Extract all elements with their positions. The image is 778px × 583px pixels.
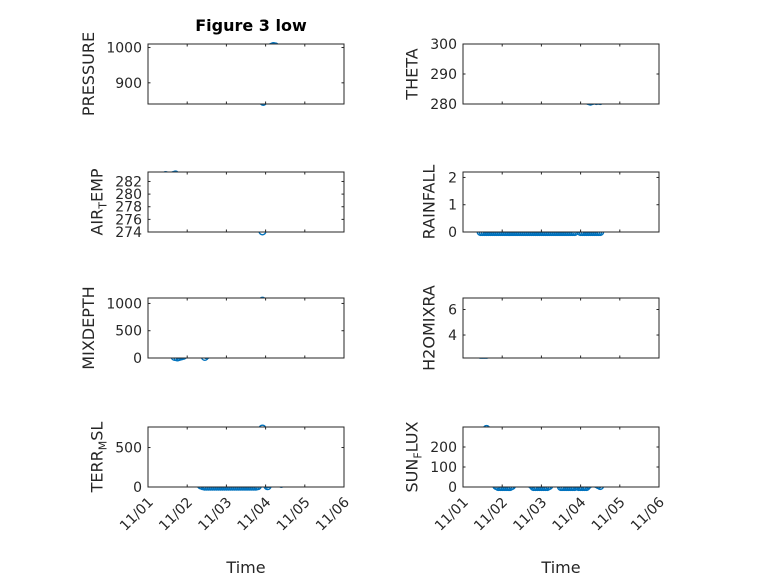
axes-box (147, 43, 345, 105)
y-axis-label: AIRTEMP (88, 168, 110, 235)
x-ticks (462, 298, 660, 358)
x-ticks (147, 298, 345, 358)
axes-box (462, 171, 660, 233)
subplot-rainfall: 0 1 2 RAINFALL (420, 165, 660, 241)
y-ticks: 0 500 (115, 441, 344, 496)
axes-box (462, 43, 660, 105)
y-tick-label: 0 (133, 480, 142, 496)
y-ticks: 46 (448, 302, 659, 344)
y-ticks: 280 290 300 (430, 37, 659, 113)
axes-box (147, 297, 345, 359)
y-axis-label: RAINFALL (420, 165, 439, 240)
subplot-theta: 280 290 300 THETA (403, 37, 660, 113)
axes-box (147, 426, 345, 488)
x-ticks (462, 172, 660, 232)
y-tick-label: 1 (448, 198, 457, 214)
y-tick-label: 280 (115, 187, 142, 203)
y-tick-label: 0 (133, 351, 142, 367)
x-axis-label: Time (225, 558, 265, 577)
subplot-terrmsl: 11/01 11/02 11/03 11/04 11/05 11/06Time0500TE… (88, 422, 353, 577)
y-tick-label: 1000 (106, 41, 142, 57)
y-tick-label: 4 (448, 328, 457, 344)
y-tick-label: 900 (115, 76, 142, 92)
y-axis-label: PRESSURE (79, 32, 98, 116)
y-tick-label: 282 (115, 174, 142, 190)
x-ticks (147, 44, 345, 104)
y-tick-label: 6 (448, 302, 457, 318)
figure-title: Figure 3 low (195, 16, 307, 35)
y-tick-label: 200 (430, 440, 457, 456)
y-tick-label: 500 (115, 441, 142, 457)
y-tick-label: 500 (115, 324, 142, 340)
y-ticks: 0 1 2 (448, 170, 659, 241)
y-ticks: 900 1000 (106, 41, 344, 92)
y-tick-label: 276 (115, 212, 142, 228)
y-tick-label: 2 (448, 170, 457, 186)
y-tick-label: 278 (115, 200, 142, 216)
y-tick-label: 280 (430, 97, 457, 113)
y-tick-label: 100 (430, 460, 457, 476)
y-tick-label: 290 (430, 67, 457, 83)
y-tick-label: 274 (115, 225, 142, 241)
y-ticks: 0 500 1000 (106, 296, 344, 367)
y-ticks: 0 100 200 (430, 440, 659, 496)
y-axis-label: H2OMIXRA (420, 285, 439, 371)
subplot-pressure: 900 1000 PRESSURE (79, 32, 345, 116)
y-tick-label: 300 (430, 37, 457, 53)
x-axis-label: Time (540, 558, 580, 577)
y-tick-label: 0 (448, 225, 457, 241)
y-axis-label: SUNFLUX (403, 421, 425, 492)
y-tick-label: 0 (448, 480, 457, 496)
axes-box (147, 171, 345, 233)
y-axis-label: TERRMSL (88, 422, 110, 494)
y-axis-label: MIXDEPTH (79, 286, 98, 369)
subplot-mixdepth: 0 500 1000 MIXDEPTH (79, 286, 345, 370)
axes-box (462, 297, 660, 359)
x-ticks (462, 44, 660, 104)
y-tick-label: 1000 (106, 296, 142, 312)
y-axis-label: THETA (403, 48, 422, 100)
axes-box (462, 426, 660, 488)
